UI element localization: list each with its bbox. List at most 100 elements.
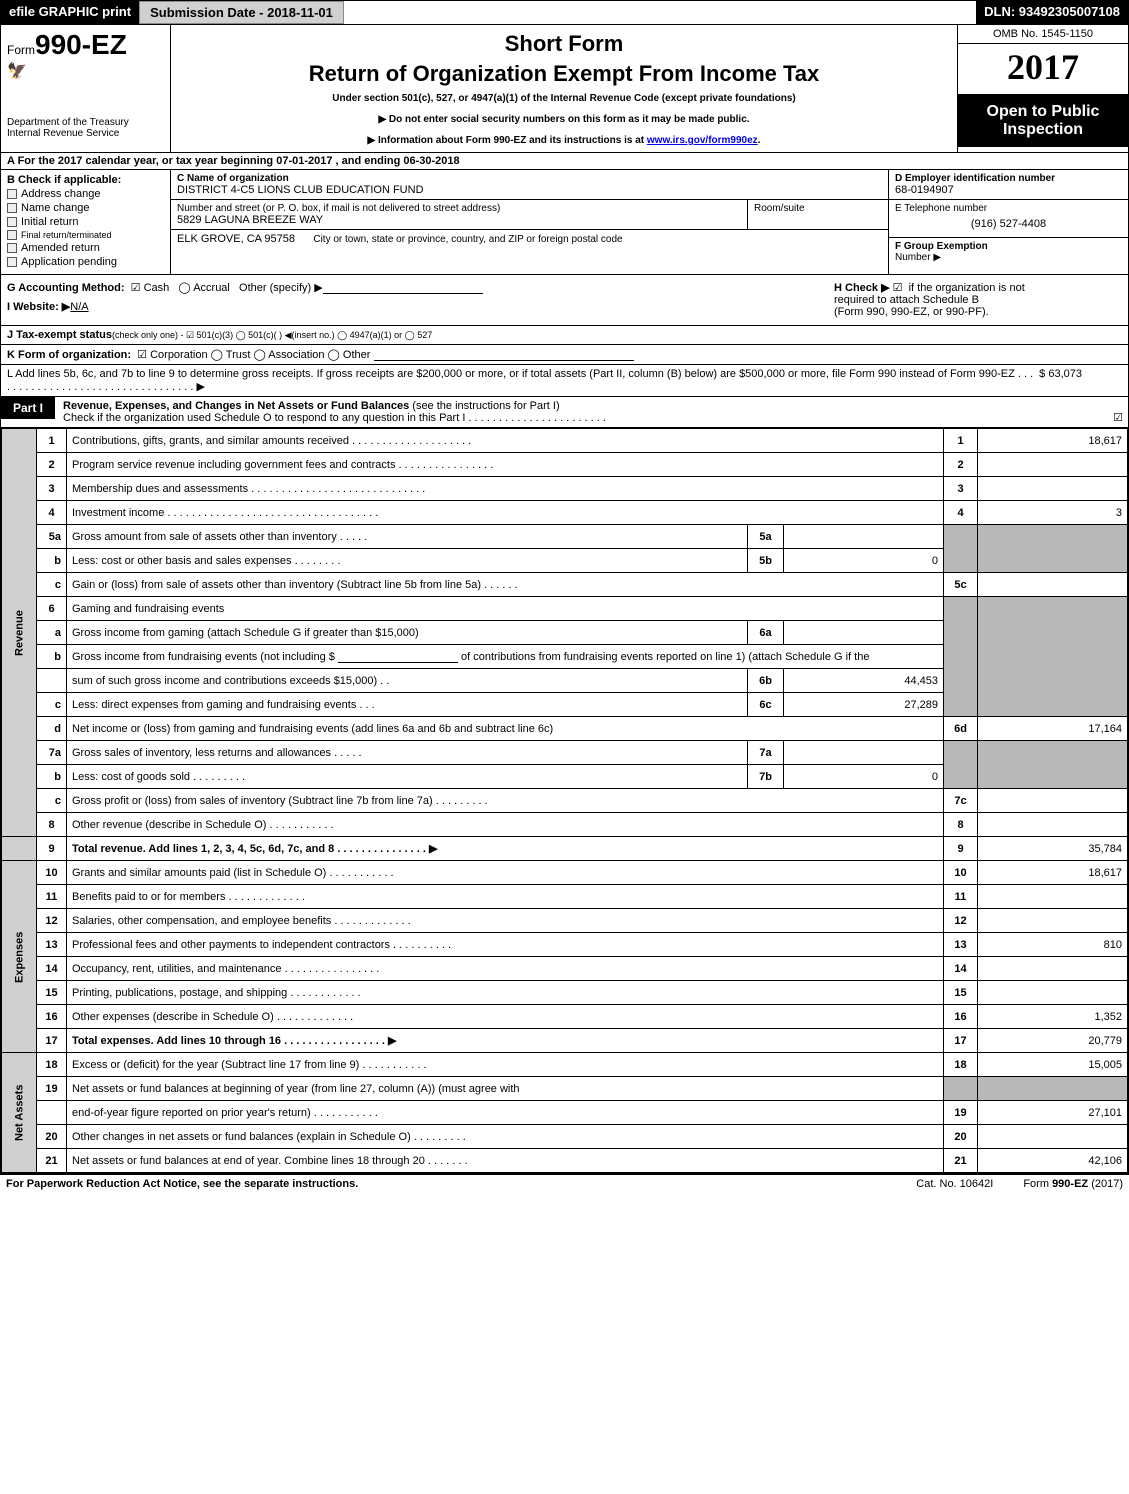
k-label: K Form of organization: bbox=[7, 349, 131, 361]
ln-no: c bbox=[37, 693, 67, 717]
cb-label: Name change bbox=[21, 202, 90, 214]
shade-cell bbox=[978, 741, 1128, 789]
g-cash: Cash bbox=[144, 282, 170, 294]
line-2: 2 Program service revenue including gove… bbox=[2, 453, 1128, 477]
ln-desc: Contributions, gifts, grants, and simila… bbox=[67, 429, 944, 453]
k-other-blank bbox=[374, 349, 634, 361]
part1-checkbox[interactable]: ☑ bbox=[1108, 397, 1128, 424]
line-11: 11 Benefits paid to or for members . . .… bbox=[2, 885, 1128, 909]
ein-value: 68-0194907 bbox=[895, 184, 1122, 196]
checkbox-icon[interactable] bbox=[7, 217, 17, 227]
ln-desc: Grants and similar amounts paid (list in… bbox=[67, 861, 944, 885]
ln-no: 16 bbox=[37, 1005, 67, 1029]
ln-num: 10 bbox=[944, 861, 978, 885]
ln-desc: Membership dues and assessments . . . . … bbox=[67, 477, 944, 501]
box-b-label: B Check if applicable: bbox=[7, 174, 164, 186]
org-name-value: DISTRICT 4-C5 LIONS CLUB EDUCATION FUND bbox=[177, 184, 882, 196]
ln-val: 810 bbox=[978, 933, 1128, 957]
ln-num: 15 bbox=[944, 981, 978, 1005]
street-value: 5829 LAGUNA BREEZE WAY bbox=[177, 214, 741, 226]
ln-no: 11 bbox=[37, 885, 67, 909]
ln-val bbox=[978, 909, 1128, 933]
header-spacer bbox=[344, 1, 976, 24]
ln-desc: Gross income from gaming (attach Schedul… bbox=[67, 621, 748, 645]
expenses-vtab: Expenses bbox=[2, 861, 37, 1053]
form-meta-right: OMB No. 1545-1150 2017 Open to Public In… bbox=[958, 25, 1128, 152]
ln-num: 2 bbox=[944, 453, 978, 477]
cb-address-change: Address change bbox=[7, 188, 164, 200]
ln-no: 9 bbox=[37, 837, 67, 861]
part1-title-bold: Revenue, Expenses, and Changes in Net As… bbox=[63, 400, 409, 412]
shade-cell bbox=[978, 597, 1128, 717]
ln-num: 11 bbox=[944, 885, 978, 909]
city-label: City or town, state or province, country… bbox=[313, 234, 622, 245]
l-text: L Add lines 5b, 6c, and 7b to line 9 to … bbox=[7, 368, 1039, 393]
part1-header: Part I Revenue, Expenses, and Changes in… bbox=[1, 397, 1128, 428]
top-header-bar: efile GRAPHIC print Submission Date - 20… bbox=[1, 1, 1128, 25]
line-3: 3 Membership dues and assessments . . . … bbox=[2, 477, 1128, 501]
ln-desc: Professional fees and other payments to … bbox=[67, 933, 944, 957]
l9-bold: Total revenue. Add lines 1, 2, 3, 4, 5c,… bbox=[72, 843, 437, 855]
revenue-vtab: Revenue bbox=[2, 429, 37, 837]
h-text1: if the organization is not bbox=[909, 282, 1025, 294]
return-title: Return of Organization Exempt From Incom… bbox=[179, 61, 949, 87]
ln-no: b bbox=[37, 765, 67, 789]
checkbox-icon[interactable] bbox=[7, 243, 17, 253]
ln-desc: Occupancy, rent, utilities, and maintena… bbox=[67, 957, 944, 981]
open-to-public: Open to Public Inspection bbox=[958, 95, 1128, 147]
mini-val: 0 bbox=[784, 549, 944, 573]
otp-line2: Inspection bbox=[962, 121, 1124, 139]
mini-no: 7a bbox=[748, 741, 784, 765]
checkbox-icon[interactable] bbox=[7, 203, 17, 213]
checkbox-icon[interactable] bbox=[7, 257, 17, 267]
shade-cell bbox=[978, 1077, 1128, 1101]
ln-val bbox=[978, 453, 1128, 477]
line-18: Net Assets 18 Excess or (deficit) for th… bbox=[2, 1053, 1128, 1077]
ln-no: 18 bbox=[37, 1053, 67, 1077]
room-box: Room/suite bbox=[748, 200, 888, 229]
shade-cell bbox=[944, 741, 978, 789]
street-row: Number and street (or P. O. box, if mail… bbox=[171, 200, 888, 230]
footer-left: For Paperwork Reduction Act Notice, see … bbox=[6, 1178, 886, 1190]
org-info-grid: B Check if applicable: Address change Na… bbox=[1, 170, 1128, 275]
row-a-mid: , and ending bbox=[332, 155, 403, 167]
ln-no: 19 bbox=[37, 1077, 67, 1101]
checkbox-icon[interactable] bbox=[7, 230, 17, 240]
l6b-pre: Gross income from fundraising events (no… bbox=[72, 651, 338, 663]
ln-desc: Gross income from fundraising events (no… bbox=[67, 645, 944, 669]
treasury-line1: Department of the Treasury bbox=[7, 117, 164, 128]
h-text2: required to attach Schedule B bbox=[834, 294, 979, 306]
ln-no: 13 bbox=[37, 933, 67, 957]
info-link-line: ▶ Information about Form 990-EZ and its … bbox=[179, 135, 949, 146]
ln-no: 14 bbox=[37, 957, 67, 981]
g-accrual: Accrual bbox=[193, 282, 230, 294]
org-name-label: C Name of organization bbox=[177, 173, 882, 184]
box-d: D Employer identification number 68-0194… bbox=[889, 170, 1128, 200]
ln-no: a bbox=[37, 621, 67, 645]
k-rest: ☑ Corporation ◯ Trust ◯ Association ◯ Ot… bbox=[137, 349, 370, 361]
ln-val: 20,779 bbox=[978, 1029, 1128, 1053]
ln-num: 18 bbox=[944, 1053, 978, 1077]
mini-val bbox=[784, 741, 944, 765]
mini-no: 6b bbox=[748, 669, 784, 693]
ln-no: 8 bbox=[37, 813, 67, 837]
irs-eagle-icon: 🦅 bbox=[7, 61, 164, 81]
ln-num: 20 bbox=[944, 1125, 978, 1149]
box-c: C Name of organization DISTRICT 4-C5 LIO… bbox=[171, 170, 888, 274]
irs-link[interactable]: www.irs.gov/form990ez bbox=[647, 135, 758, 146]
ln-num: 3 bbox=[944, 477, 978, 501]
ln-desc: Net assets or fund balances at beginning… bbox=[67, 1077, 944, 1101]
efile-badge: efile GRAPHIC print bbox=[1, 1, 139, 24]
submission-date: Submission Date - 2018-11-01 bbox=[139, 1, 344, 24]
ln-num: 12 bbox=[944, 909, 978, 933]
line-13: 13 Professional fees and other payments … bbox=[2, 933, 1128, 957]
line-8: 8 Other revenue (describe in Schedule O)… bbox=[2, 813, 1128, 837]
ln-desc: Excess or (deficit) for the year (Subtra… bbox=[67, 1053, 944, 1077]
ln-desc: Salaries, other compensation, and employ… bbox=[67, 909, 944, 933]
ln-desc: Total expenses. Add lines 10 through 16 … bbox=[67, 1029, 944, 1053]
part1-title-rest: (see the instructions for Part I) bbox=[409, 400, 559, 412]
row-k: K Form of organization: ☑ Corporation ◯ … bbox=[1, 345, 1128, 365]
ln-no: 12 bbox=[37, 909, 67, 933]
checkbox-icon[interactable] bbox=[7, 189, 17, 199]
form-number: 990-EZ bbox=[35, 29, 127, 60]
